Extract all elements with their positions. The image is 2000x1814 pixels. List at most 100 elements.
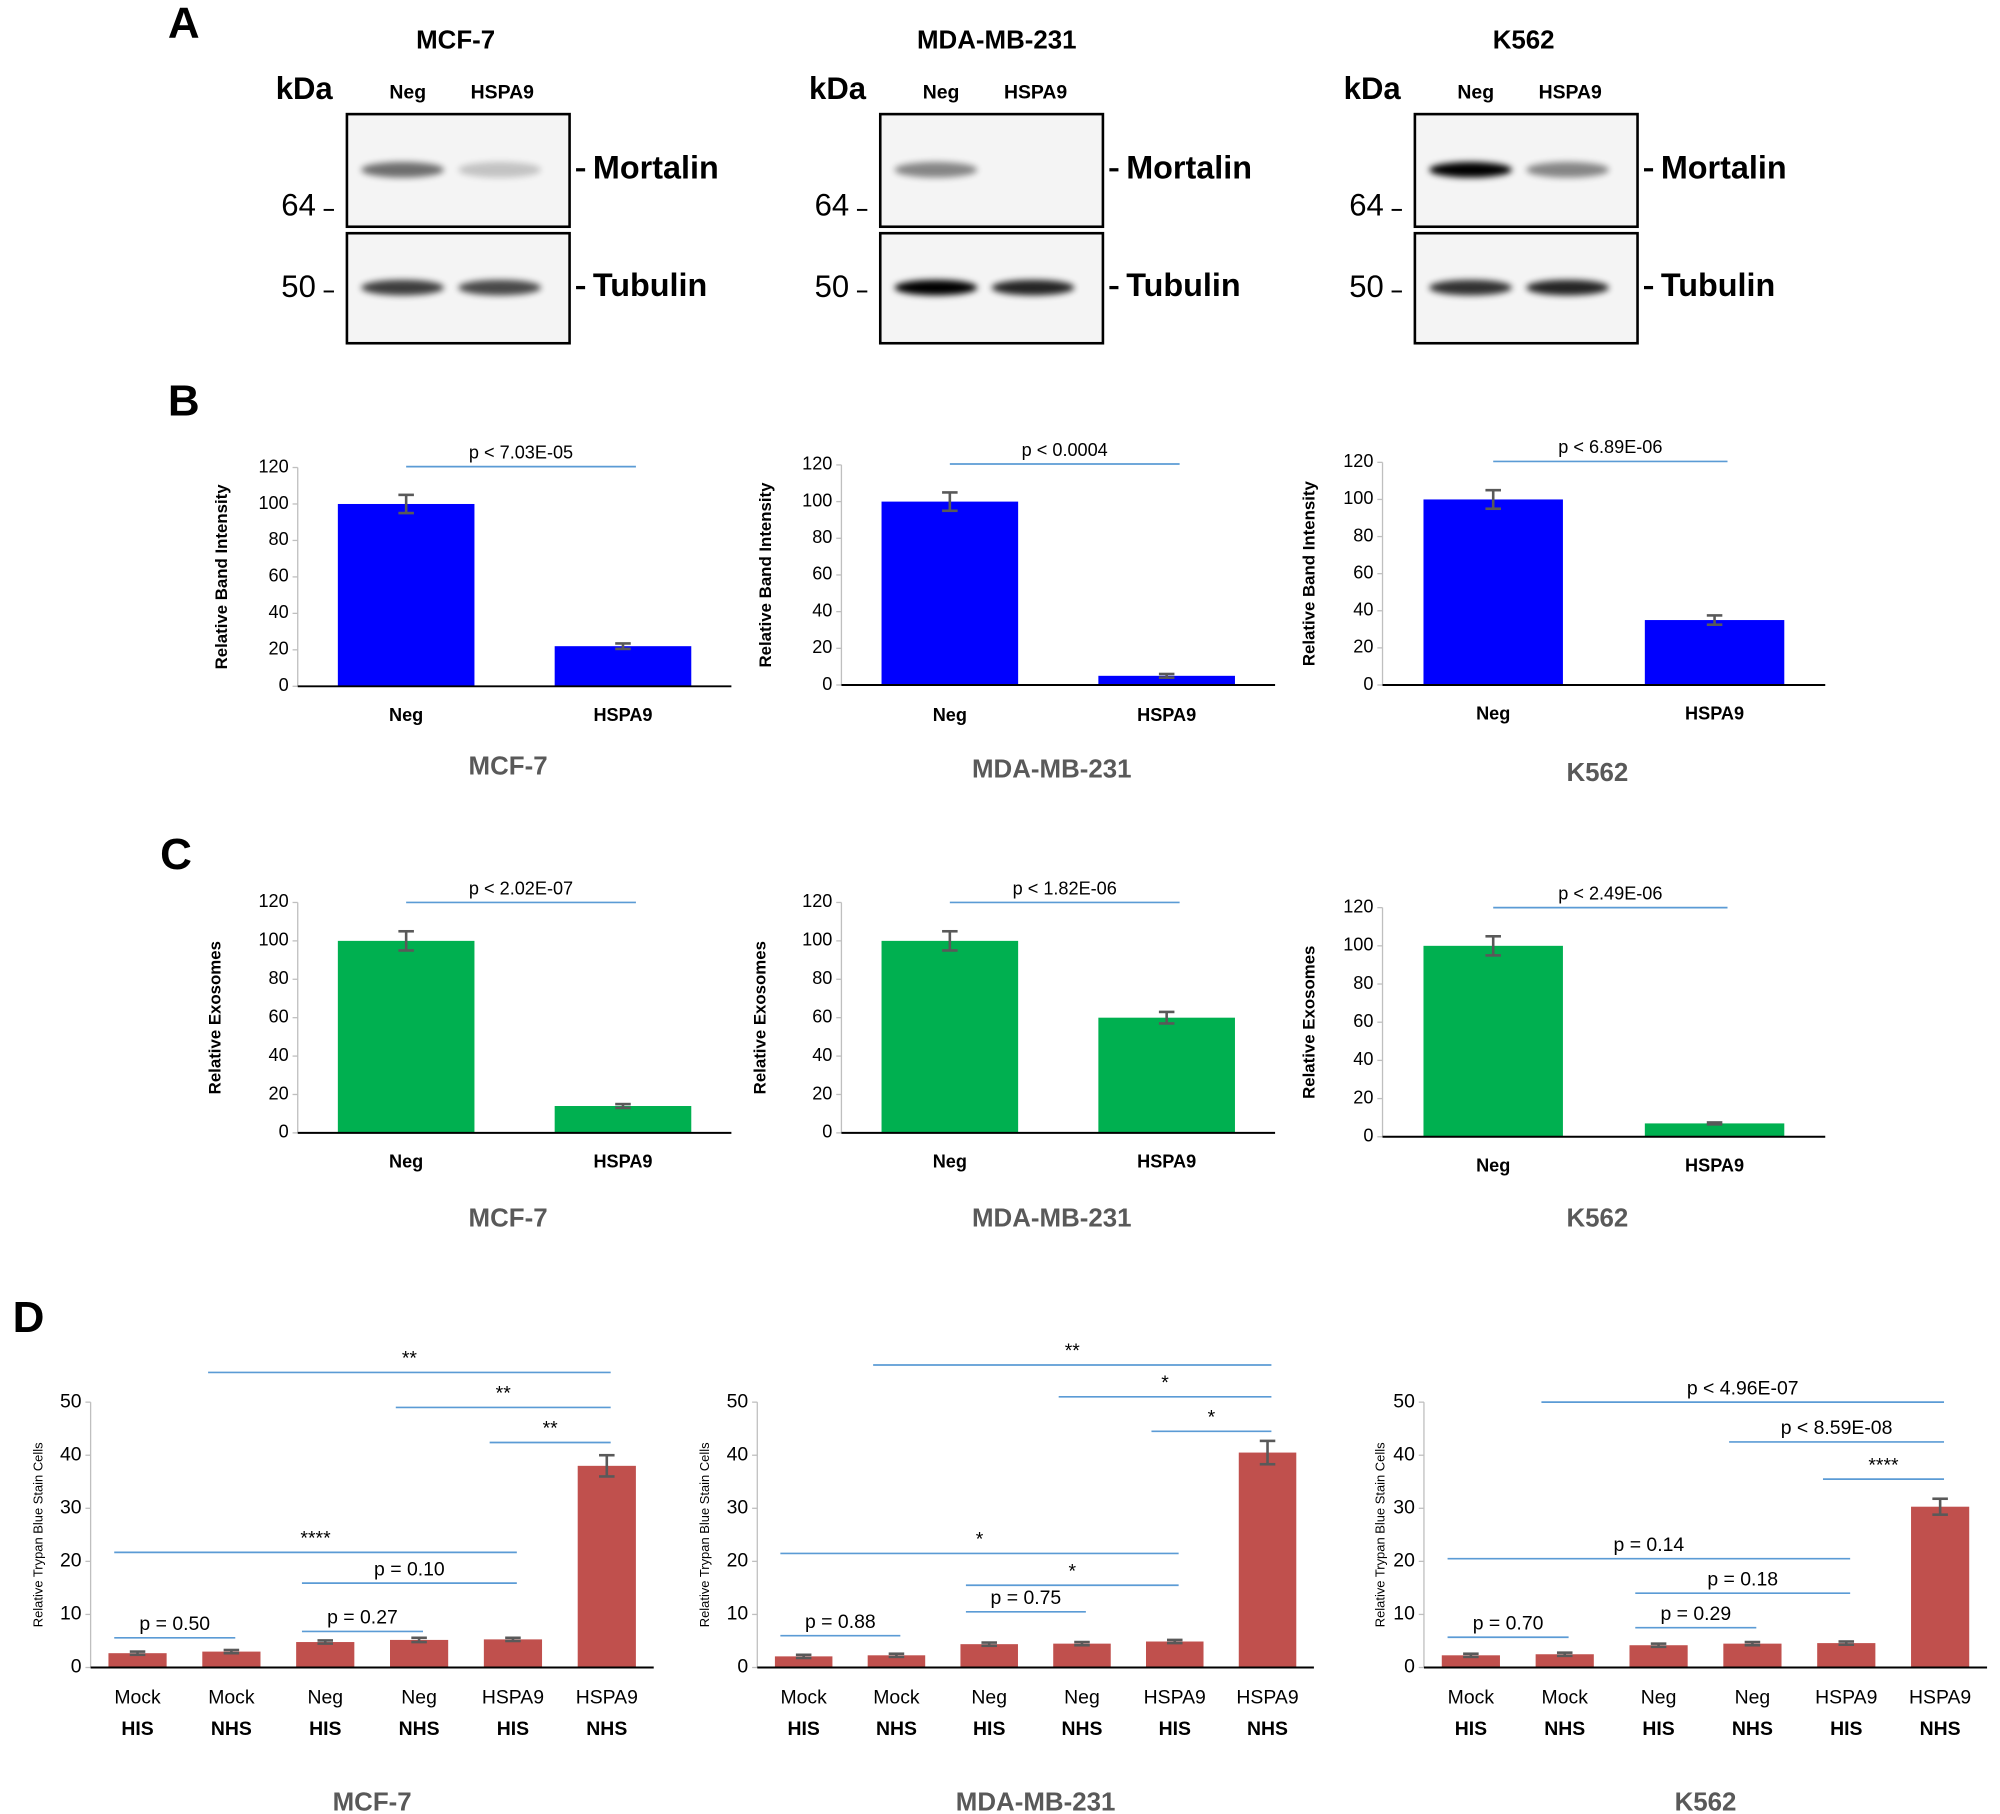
y-axis-label: Relative Trypan Blue Stain Cells (1373, 1442, 1388, 1627)
bar (1644, 1123, 1785, 1137)
lane-label: Neg (389, 82, 426, 104)
y-axis-label: Relative Band Intensity (1299, 481, 1318, 667)
x-tick-label: HSPA9 (1137, 1151, 1196, 1171)
kda-label: kDa (809, 71, 867, 106)
y-tick-label: 0 (1363, 1126, 1373, 1146)
y-tick-label: 60 (812, 1006, 832, 1026)
x-tick-label: HSPA9 (1909, 1687, 1971, 1709)
y-tick-label: 40 (727, 1443, 749, 1465)
band (991, 279, 1075, 296)
significance-label: p = 0.14 (1614, 1534, 1685, 1556)
x-tick-label: Neg (1476, 704, 1510, 724)
y-tick-label: 60 (812, 564, 832, 584)
bar (1644, 620, 1785, 685)
significance-label: * (976, 1529, 984, 1551)
x-tick-label: NHS (876, 1718, 917, 1740)
y-tick-label: 120 (1343, 451, 1373, 471)
x-tick-label: Neg (1641, 1687, 1677, 1709)
marker-label: 64 (815, 188, 850, 223)
panel-label: C (160, 830, 192, 879)
y-tick-label: 40 (269, 1045, 289, 1065)
y-tick-label: 60 (1353, 562, 1373, 582)
bar (881, 501, 1019, 685)
bar (483, 1639, 543, 1668)
bar (867, 1655, 926, 1668)
significance-label: p < 0.0004 (1022, 440, 1108, 460)
y-tick-label: 20 (1353, 637, 1373, 657)
x-tick-label: Mock (1542, 1687, 1589, 1709)
bar (202, 1651, 261, 1668)
y-tick-label: 10 (727, 1603, 749, 1625)
y-tick-label: 80 (812, 527, 832, 547)
y-tick-label: 40 (269, 602, 289, 622)
y-tick-label: 80 (1353, 525, 1373, 545)
significance-label: p < 8.59E-08 (1781, 1417, 1893, 1439)
y-tick-label: 120 (1343, 896, 1373, 916)
y-tick-label: 20 (727, 1549, 749, 1571)
significance-label: ** (496, 1383, 512, 1405)
significance-label: ** (1065, 1340, 1081, 1362)
x-tick-label: HIS (973, 1718, 1005, 1740)
y-tick-label: 40 (1353, 1049, 1373, 1069)
y-tick-label: 30 (727, 1496, 749, 1518)
x-tick-label: NHS (1920, 1718, 1961, 1740)
significance-label: ** (543, 1418, 559, 1440)
x-tick-label: HSPA9 (1144, 1687, 1206, 1709)
y-tick-label: 80 (1353, 973, 1373, 993)
y-tick-label: 0 (822, 674, 832, 694)
y-axis-label: Relative Exosomes (751, 941, 770, 1094)
bar (1629, 1645, 1688, 1668)
x-tick-label: HIS (121, 1718, 153, 1740)
y-axis-label: Relative Band Intensity (756, 482, 775, 668)
lane-label: HSPA9 (471, 82, 534, 104)
x-tick-label: Neg (1735, 1687, 1771, 1709)
protein-label: Tubulin (1661, 267, 1775, 303)
band (894, 162, 978, 178)
y-axis-label: Relative Band Intensity (212, 484, 231, 670)
x-tick-label: Neg (1064, 1687, 1100, 1709)
x-tick-label: Neg (307, 1687, 343, 1709)
y-axis-label: Relative Trypan Blue Stain Cells (30, 1442, 45, 1627)
bar (554, 1106, 692, 1133)
significance-label: p = 0.70 (1473, 1612, 1544, 1634)
y-tick-label: 100 (1343, 935, 1373, 955)
blot-title: MCF-7 (416, 26, 495, 54)
band (458, 279, 542, 296)
chart-title: K562 (1566, 1204, 1628, 1232)
bar (774, 1656, 833, 1668)
y-tick-label: 100 (802, 490, 832, 510)
marker-label: 50 (1349, 269, 1384, 304)
x-tick-label: Neg (933, 705, 967, 725)
y-tick-label: 30 (60, 1496, 82, 1518)
y-tick-label: 120 (802, 454, 832, 474)
y-tick-label: 0 (71, 1656, 82, 1678)
y-tick-label: 80 (812, 968, 832, 988)
x-tick-label: Mock (208, 1687, 255, 1709)
y-tick-label: 40 (812, 1045, 832, 1065)
panel-label: A (168, 0, 200, 48)
y-tick-label: 20 (60, 1549, 82, 1571)
bar (1441, 1655, 1500, 1668)
significance-label: p < 2.49E-06 (1558, 883, 1662, 903)
significance-label: p < 4.96E-07 (1687, 1377, 1799, 1399)
x-tick-label: HIS (787, 1718, 819, 1740)
y-tick-label: 100 (802, 930, 832, 950)
protein-label: Mortalin (1126, 149, 1252, 185)
y-tick-label: 0 (737, 1656, 748, 1678)
significance-label: p < 7.03E-05 (469, 442, 573, 462)
x-tick-label: HSPA9 (576, 1687, 638, 1709)
panel-label: B (168, 377, 200, 426)
x-tick-label: HIS (497, 1718, 529, 1740)
y-tick-label: 40 (1353, 600, 1373, 620)
significance-label: * (1161, 1372, 1169, 1394)
x-tick-label: Neg (389, 705, 423, 725)
x-tick-label: NHS (586, 1718, 627, 1740)
significance-label: **** (1868, 1454, 1899, 1476)
y-tick-label: 60 (269, 1006, 289, 1026)
bar (1098, 1017, 1235, 1133)
y-tick-label: 120 (258, 456, 288, 476)
chart-title: K562 (1675, 1788, 1737, 1814)
x-tick-label: HSPA9 (1236, 1687, 1298, 1709)
y-tick-label: 100 (258, 930, 288, 950)
band (894, 279, 978, 296)
